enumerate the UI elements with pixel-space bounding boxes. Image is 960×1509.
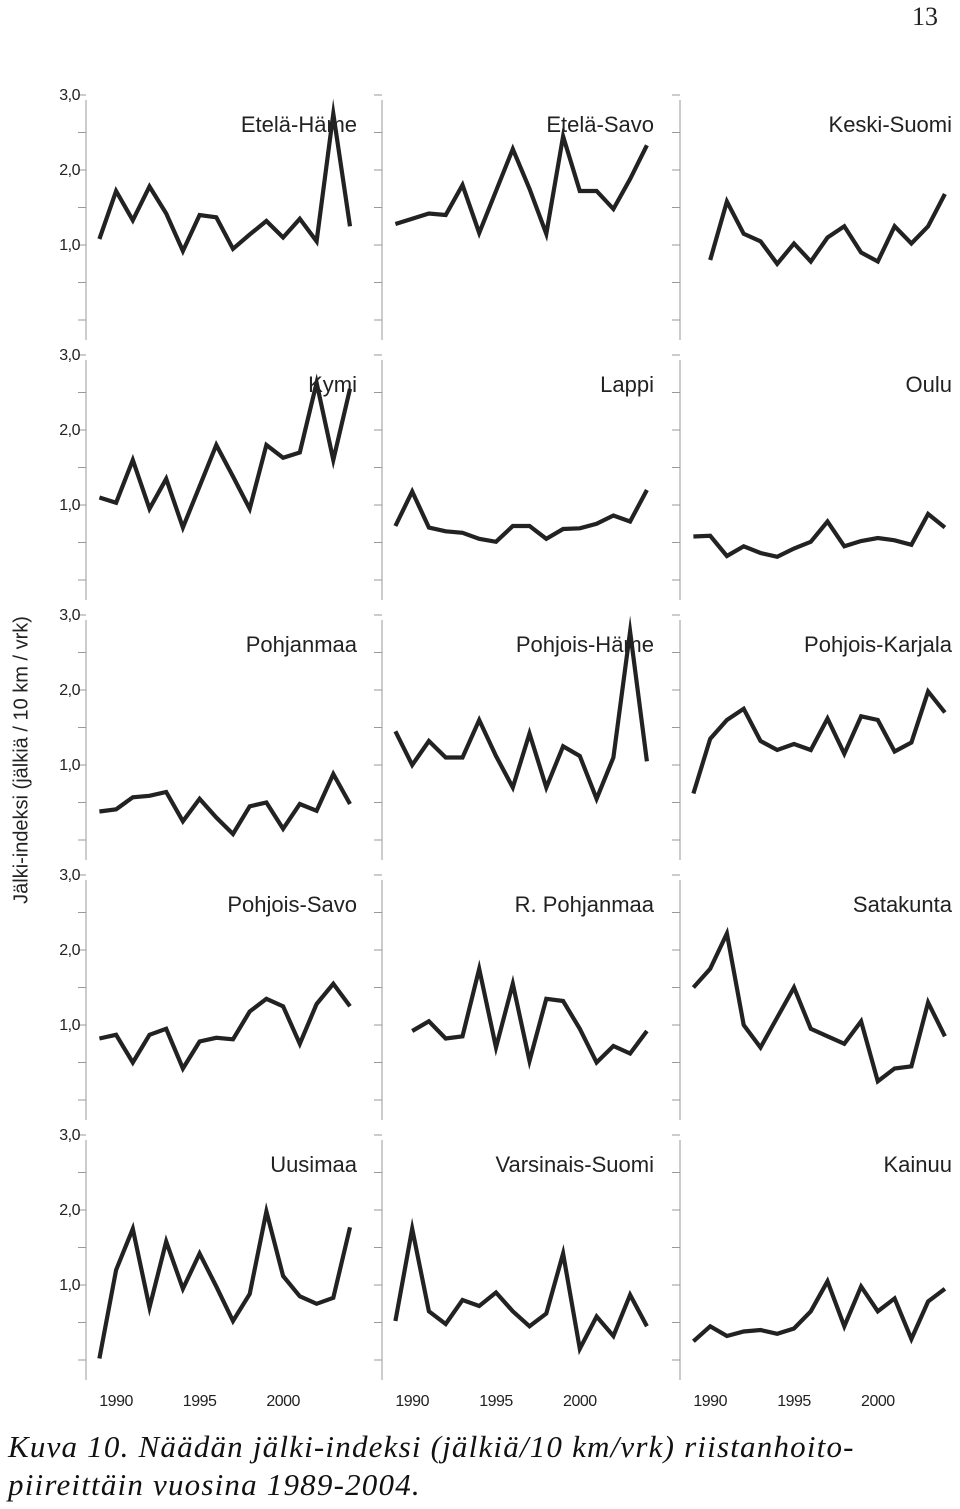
series-line (693, 510, 947, 560)
panel-keski-suomi: Keski-Suomi (672, 94, 952, 340)
x-tick-label: 1990 (395, 1393, 429, 1410)
panel-pohjanmaa: 3,0 2,0 1,0 Pohjanmaa (59, 607, 358, 860)
y-tick-label: 1,0 (59, 1017, 80, 1034)
x-tick-label: 1990 (693, 1393, 727, 1410)
x-tick-label: 1995 (183, 1393, 217, 1410)
y-tick-label: 2,0 (59, 682, 80, 699)
panel-title: Pohjois-Savo (227, 892, 357, 917)
panel-title: Pohjanmaa (246, 632, 358, 657)
panel-r-pohjanmaa: R. Pohjanmaa (374, 874, 655, 1120)
panel-etel-h-me: 3,0 2,0 1,0 Etelä-Häme (59, 87, 357, 340)
y-tick-label: 2,0 (59, 942, 80, 959)
panel-pohjois-savo: 3,0 2,0 1,0 Pohjois-Savo (59, 867, 357, 1120)
series-line (393, 486, 649, 545)
y-tick-label: 3,0 (59, 867, 80, 884)
x-tick-label: 2000 (861, 1393, 895, 1410)
panel-title: Lappi (600, 372, 654, 397)
panel-title: Keski-Suomi (829, 112, 952, 137)
x-tick-label: 1995 (777, 1393, 811, 1410)
y-tick-label: 2,0 (59, 162, 80, 179)
series-line (692, 1276, 947, 1345)
series-line (97, 98, 353, 257)
series-line (708, 193, 947, 268)
panel-title: Etelä-Häme (241, 112, 357, 137)
panel-uusimaa: 3,0 2,0 1,0 Uusimaa 1990 1995 2000 (59, 1127, 358, 1410)
y-tick-label: 1,0 (59, 1277, 80, 1294)
series-line (691, 687, 947, 795)
x-tick-label: 1995 (479, 1393, 513, 1410)
x-tick-label: 2000 (563, 1393, 597, 1410)
figure-caption: Kuva 10. Näädän jälki-indeksi (jälkiä/10… (8, 1429, 855, 1502)
panel-varsinais-suomi: Varsinais-Suomi 1990 1995 2000 (374, 1134, 654, 1410)
panel-title: Satakunta (853, 892, 953, 917)
x-tick-label: 2000 (266, 1393, 300, 1410)
panel-kainuu: Kainuu 1990 1995 2000 (672, 1134, 952, 1410)
series-line (411, 959, 649, 1070)
series-line (99, 769, 352, 838)
panel-title: Uusimaa (270, 1152, 358, 1177)
y-tick-label: 2,0 (59, 422, 80, 439)
series-line (394, 127, 649, 242)
y-tick-label: 1,0 (59, 237, 80, 254)
panel-pohjois-karjala: Pohjois-Karjala (672, 614, 953, 860)
series-line (691, 926, 947, 1085)
y-tick-label: 2,0 (59, 1202, 80, 1219)
panel-oulu: Oulu (672, 354, 952, 600)
series-line (393, 1217, 649, 1356)
panel-satakunta: Satakunta (672, 874, 953, 1120)
panel-title: Varsinais-Suomi (495, 1152, 654, 1177)
panel-title: R. Pohjanmaa (515, 892, 655, 917)
y-tick-label: 3,0 (59, 1127, 80, 1144)
series-line (98, 373, 353, 534)
panel-etel-savo: Etelä-Savo (374, 94, 654, 340)
y-tick-label: 3,0 (59, 607, 80, 624)
y-tick-label: 3,0 (59, 87, 80, 104)
panel-title: Oulu (906, 372, 952, 397)
y-tick-label: 3,0 (59, 347, 80, 364)
panel-title: Kainuu (883, 1152, 952, 1177)
series-line (97, 1202, 353, 1359)
panel-lappi: Lappi (374, 354, 654, 600)
series-line (98, 980, 352, 1074)
y-tick-label: 1,0 (59, 497, 80, 514)
series-line (393, 615, 649, 805)
page-number: 13 (912, 2, 938, 31)
panel-pohjois-h-me: Pohjois-Häme (374, 614, 654, 860)
y-tick-label: 1,0 (59, 757, 80, 774)
panel-title: Pohjois-Karjala (804, 632, 953, 657)
x-tick-label: 1990 (99, 1393, 133, 1410)
panel-title: Etelä-Savo (546, 112, 654, 137)
